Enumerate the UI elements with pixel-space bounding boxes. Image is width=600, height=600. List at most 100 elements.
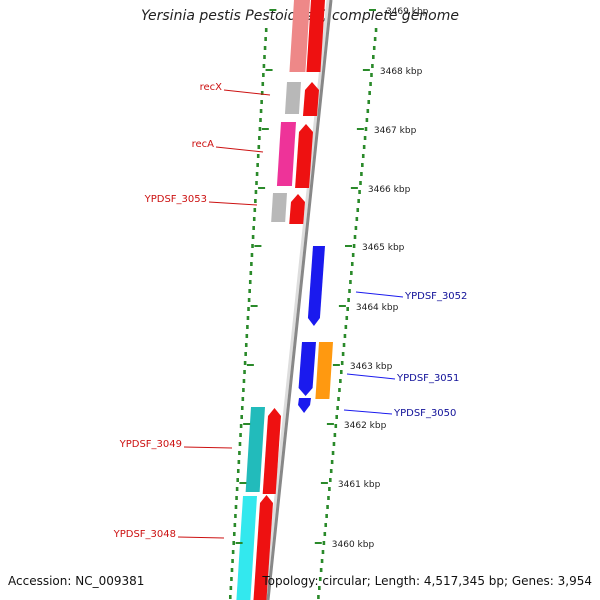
inner-track-dot [247,307,250,311]
inner-track-dot [248,289,251,293]
inner-track-dot [232,541,236,545]
outer-track-dot [365,118,369,122]
outer-track-dot [372,46,376,50]
outer-track-dot [322,541,326,545]
inner-track-dot [256,163,259,167]
outer-track-dot [328,487,331,491]
inner-track-dot [235,496,238,500]
label-leader [355,291,404,298]
inner-track-dot [256,154,260,158]
outer-track-dot [343,334,347,338]
inner-track-dot [236,469,240,473]
inner-track-dot [234,505,238,509]
inner-track-dot [246,316,250,320]
forward-gene [295,124,313,188]
outer-track-dot [362,145,366,149]
label-leader [215,146,264,153]
inner-track-dot [249,271,253,275]
forward-gene [289,194,305,224]
inner-track-dot [242,388,245,392]
label-leader [343,409,393,415]
tick-label: 3468 kbp [380,67,423,77]
outer-track-dot [372,55,375,59]
outer-track-dot [339,379,342,383]
outer-track-dot [350,262,354,266]
inner-track-dot [261,82,265,86]
outer-track-dot [354,226,358,230]
outer-track-dot [326,505,329,509]
outer-track-dot [329,469,333,473]
inner-track-dot [240,415,243,419]
inner-track-dot [238,451,241,455]
outer-track-dot [361,154,365,158]
outer-track-dot [345,316,349,320]
outer-track-dot [347,298,350,302]
outer-track-dot [356,208,360,212]
outer-track-dot [318,586,321,590]
inner-track-dot [251,244,254,248]
outer-track-dot [319,568,323,572]
inner-track-dot [235,487,239,491]
outer-track-dot [357,199,360,203]
cog-feature [289,0,310,72]
outer-track-dot [364,127,368,131]
cog-feature [276,122,296,186]
inner-track-dot [260,91,264,95]
inner-track-dot [230,568,234,572]
inner-track-dot [236,478,239,482]
inner-track-dot [231,550,235,554]
inner-track-dot [264,37,267,41]
outer-track-dot [342,343,346,347]
outer-track-dot [336,406,339,410]
gene-label: YPDSF_3052 [404,291,467,302]
accession-label: Accession: NC_009381 [8,574,145,588]
forward-gene [253,495,273,600]
label-leader [177,536,225,539]
outer-track-dot [321,550,325,554]
inner-track-dot [252,226,255,230]
outer-track-dot [318,577,322,581]
tick-label: 3462 kbp [344,421,387,431]
label-leader [208,201,258,206]
inner-track-dot [246,325,249,329]
label-leader [183,446,233,449]
outer-track-dot [332,442,336,446]
tick-label: 3464 kbp [356,303,399,313]
gene-label: YPDSF_3049 [119,439,182,450]
outer-track-dot [355,217,359,221]
inner-track-dot [238,442,242,446]
outer-track-dot [341,352,345,356]
inner-track-dot [252,217,256,221]
outer-track-dot [337,397,340,401]
inner-track-dot [232,532,236,536]
outer-track-dot [374,28,378,32]
label-layer: recX recA YPDSF_3053 YPDSF_3049 YPDSF_3048 YP… [113,82,468,540]
outer-track-dot [344,325,348,329]
forward-gene [306,0,325,72]
outer-track-dot [340,361,344,365]
inner-track-dot [254,190,258,194]
outer-track-dot [363,136,367,140]
feature-layer [236,0,333,600]
inner-track-dot [263,46,267,50]
dotted-track-rings [228,28,378,599]
inner-track-dot [258,127,262,131]
inner-track-dot [254,199,257,203]
outer-track-dot [330,460,334,464]
outer-track-dot [367,100,371,104]
cog-feature [245,407,265,492]
outer-track-dot [373,37,377,41]
outer-track-dot [346,307,349,311]
label-leader [346,373,396,380]
tick-layer: 3469 kbp 3468 kbp 3467 kbp 3466 kbp 3465 kbp… [235,7,429,550]
inner-track-dot [244,352,247,356]
gene-label: recX [200,82,223,93]
inner-track-dot [248,280,252,284]
inner-track-dot [242,379,246,383]
outer-track-dot [324,523,328,527]
inner-track-dot [253,208,257,212]
tick-label: 3465 kbp [362,243,405,253]
gene-label: YPDSF_3048 [113,529,176,540]
inner-track-dot [241,397,245,401]
inner-track-dot [243,370,246,374]
